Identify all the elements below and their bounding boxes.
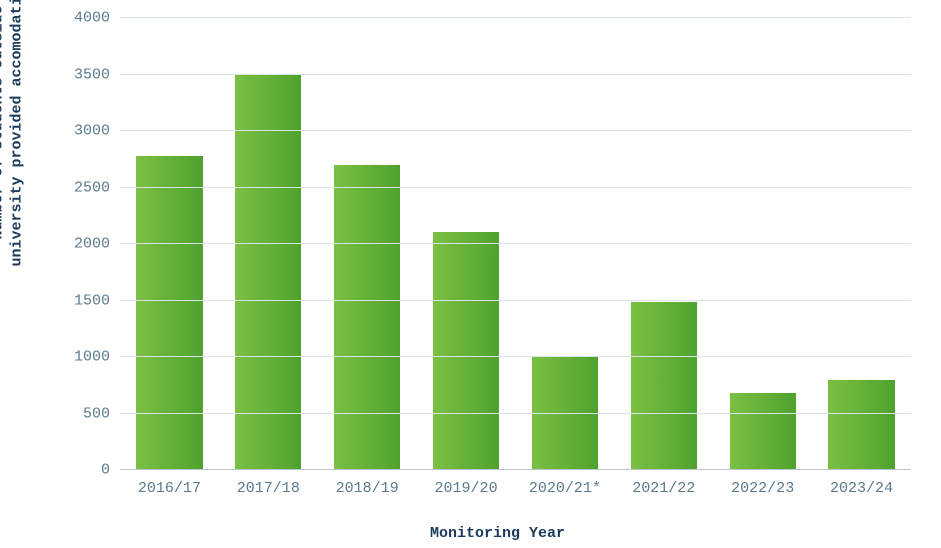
gridline — [120, 74, 911, 75]
bar — [631, 302, 697, 470]
gridline — [120, 187, 911, 188]
gridline — [120, 356, 911, 357]
gridline — [120, 130, 911, 131]
gridline — [120, 243, 911, 244]
y-tick-label: 3000 — [74, 123, 120, 140]
gridline — [120, 413, 911, 414]
gridline — [120, 300, 911, 301]
x-tick-label: 2017/18 — [237, 470, 300, 497]
bar — [828, 380, 894, 470]
y-tick-label: 4000 — [74, 10, 120, 27]
y-tick-label: 2000 — [74, 236, 120, 253]
x-tick-label: 2020/21* — [529, 470, 601, 497]
x-tick-label: 2022/23 — [731, 470, 794, 497]
bar — [235, 75, 301, 471]
y-axis-label: Number of students outside university pr… — [0, 0, 27, 267]
x-tick-label: 2019/20 — [435, 470, 498, 497]
x-tick-label: 2021/22 — [632, 470, 695, 497]
gridline — [120, 17, 911, 18]
bar — [532, 357, 598, 470]
bars-layer — [120, 18, 911, 470]
bar-chart: Number of students outside university pr… — [0, 0, 941, 548]
bar — [136, 156, 202, 470]
plot-area: 050010001500200025003000350040002016/172… — [120, 18, 911, 470]
y-tick-label: 2500 — [74, 179, 120, 196]
y-tick-label: 3500 — [74, 66, 120, 83]
x-axis-label: Monitoring Year — [430, 525, 565, 542]
bar — [334, 165, 400, 470]
y-tick-label: 1000 — [74, 349, 120, 366]
y-tick-label: 0 — [101, 462, 120, 479]
bar — [433, 232, 499, 470]
bar — [730, 393, 796, 470]
x-tick-label: 2016/17 — [138, 470, 201, 497]
y-tick-label: 1500 — [74, 292, 120, 309]
x-tick-label: 2023/24 — [830, 470, 893, 497]
x-tick-label: 2018/19 — [336, 470, 399, 497]
y-tick-label: 500 — [83, 405, 120, 422]
